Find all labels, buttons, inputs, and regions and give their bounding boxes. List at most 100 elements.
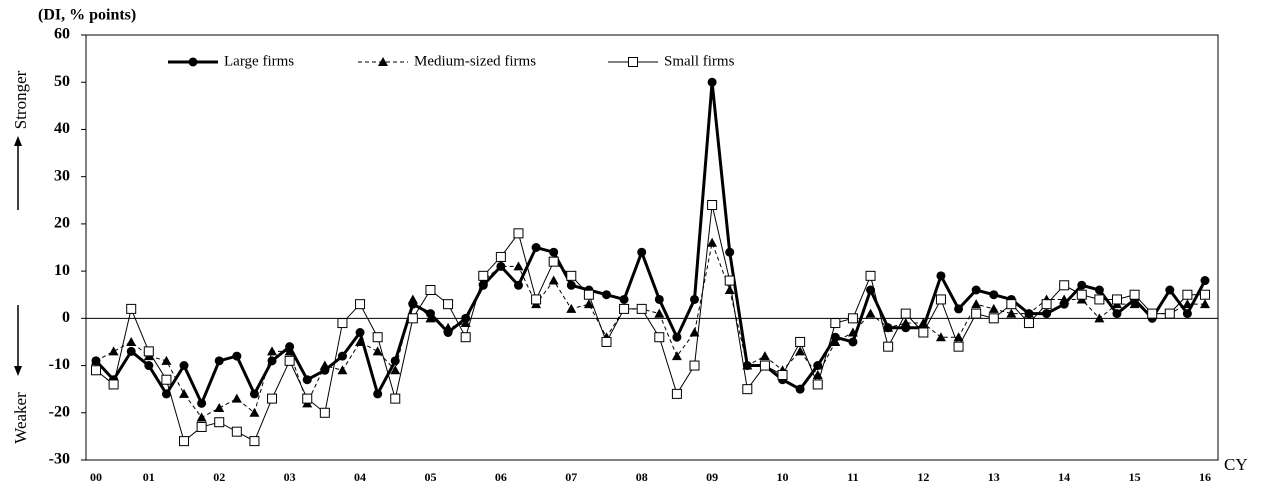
data-point xyxy=(531,294,542,305)
data-point xyxy=(126,346,136,356)
data-point xyxy=(513,228,524,239)
x-tick-label: 09 xyxy=(706,470,718,484)
data-point xyxy=(619,294,629,304)
data-point xyxy=(988,313,999,324)
data-point xyxy=(495,251,506,262)
data-point xyxy=(1112,309,1122,319)
legend-label: Medium-sized firms xyxy=(414,53,536,69)
data-point xyxy=(848,337,858,347)
data-point xyxy=(267,393,278,404)
data-point xyxy=(583,289,594,300)
data-point xyxy=(425,313,436,323)
data-point xyxy=(407,294,418,304)
data-point xyxy=(689,327,700,337)
data-point xyxy=(1023,318,1034,329)
data-point xyxy=(795,346,806,356)
data-point xyxy=(179,436,190,447)
data-point xyxy=(583,299,594,309)
data-point xyxy=(725,247,735,257)
data-point xyxy=(355,328,365,337)
data-point xyxy=(390,365,401,375)
data-point xyxy=(1042,309,1052,319)
data-point xyxy=(866,285,876,295)
data-point xyxy=(601,290,611,300)
data-point xyxy=(566,280,576,290)
data-point xyxy=(337,318,348,329)
data-point xyxy=(971,285,981,295)
data-point xyxy=(671,388,682,399)
x-tick-label: 02 xyxy=(213,470,225,484)
data-point xyxy=(531,243,541,252)
legend-marker xyxy=(188,57,198,67)
data-point xyxy=(1200,276,1210,286)
data-point xyxy=(267,346,278,356)
data-point xyxy=(1006,299,1017,310)
data-point xyxy=(637,247,647,257)
data-point xyxy=(91,355,101,365)
weaker-label: Weaker xyxy=(11,392,30,444)
data-point xyxy=(636,303,647,314)
data-point xyxy=(654,294,664,304)
y-tick-label: -10 xyxy=(49,356,70,373)
data-point xyxy=(830,336,841,346)
y-tick-label: 20 xyxy=(54,215,70,232)
data-point xyxy=(1006,308,1017,318)
data-point xyxy=(989,290,999,300)
data-point xyxy=(196,412,207,422)
data-point xyxy=(214,417,225,428)
data-point xyxy=(443,299,454,310)
data-point xyxy=(724,285,735,294)
data-point xyxy=(883,322,894,332)
x-tick-label: 12 xyxy=(917,470,929,484)
data-point xyxy=(1182,289,1193,300)
x-tick-label: 08 xyxy=(636,470,648,484)
data-point xyxy=(865,270,876,281)
data-point xyxy=(319,360,330,370)
data-point xyxy=(690,294,700,304)
x-tick-label: 06 xyxy=(495,470,507,484)
data-point xyxy=(1094,285,1104,295)
data-point xyxy=(1094,313,1105,323)
y-tick-label: 10 xyxy=(54,262,70,279)
data-point xyxy=(742,384,753,395)
data-point xyxy=(1200,289,1210,300)
data-point xyxy=(1200,299,1210,309)
data-point xyxy=(373,389,383,399)
data-point xyxy=(601,336,612,347)
data-point xyxy=(425,285,436,295)
x-tick-label: 00 xyxy=(90,470,102,484)
data-point xyxy=(319,407,330,418)
series-line xyxy=(95,204,1205,442)
data-point xyxy=(936,271,946,281)
data-point xyxy=(249,389,259,399)
data-point xyxy=(1129,299,1140,309)
data-point xyxy=(337,351,347,361)
data-point xyxy=(883,341,894,352)
data-point xyxy=(795,384,805,394)
x-tick-label: 01 xyxy=(143,470,155,484)
data-point xyxy=(91,365,101,376)
data-point xyxy=(407,313,418,324)
data-point xyxy=(249,436,260,447)
data-point xyxy=(355,336,366,346)
y-tick-label: 50 xyxy=(54,73,70,90)
y-tick-label: -30 xyxy=(49,451,70,468)
up-arrow xyxy=(14,136,22,210)
stronger-label: Stronger xyxy=(11,70,30,129)
x-tick-label: 16 xyxy=(1199,470,1211,484)
data-point xyxy=(214,403,225,413)
x-tick-label: 10 xyxy=(777,470,789,484)
data-point xyxy=(830,318,841,329)
data-point xyxy=(179,388,190,398)
data-point xyxy=(548,256,559,267)
x-tick-label: 05 xyxy=(424,470,436,484)
data-point xyxy=(390,393,401,404)
data-point xyxy=(549,247,559,257)
data-point xyxy=(302,375,312,385)
data-point xyxy=(460,318,471,328)
x-tick-label: 07 xyxy=(565,470,577,484)
data-point xyxy=(1059,294,1070,304)
y-tick-label: -20 xyxy=(49,403,70,420)
data-point xyxy=(1129,289,1140,300)
